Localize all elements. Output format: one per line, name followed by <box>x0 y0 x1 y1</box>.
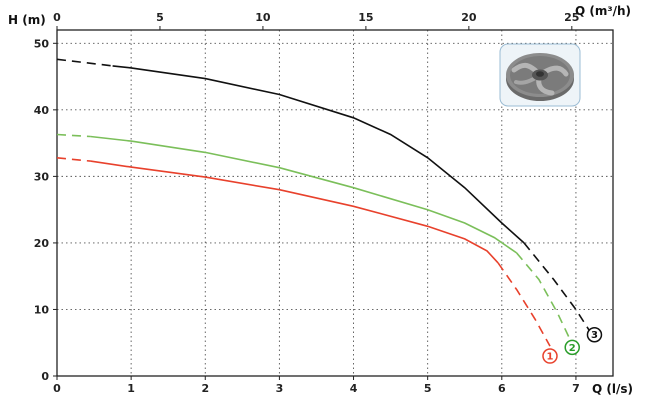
marker-label: 1 <box>547 352 554 363</box>
marker-label: 3 <box>591 330 598 341</box>
curve-3-dashed-start <box>56 58 113 67</box>
curve-2-dashed-end <box>515 252 571 340</box>
curve-3 <box>112 65 525 244</box>
marker-circle <box>542 348 558 364</box>
curve-markers: 1 2 3 <box>542 326 603 364</box>
marker-circle <box>564 339 580 356</box>
y-tick-label: 40 <box>34 104 50 117</box>
x-tick-label: 7 <box>572 382 580 395</box>
y-tick-label: 0 <box>41 370 49 383</box>
x2-tick-label: 15 <box>358 11 373 24</box>
curve-3-dashed-end <box>523 242 592 334</box>
x-tick-label: 3 <box>276 382 284 395</box>
curve-marker-1: 1 <box>542 348 558 364</box>
marker-circle <box>586 326 603 343</box>
x2-tick-label: 25 <box>564 11 579 24</box>
curve-1-dashed-end <box>497 262 551 347</box>
plot-frame <box>56 29 614 377</box>
x2-tick-label: 5 <box>156 11 164 24</box>
grid <box>57 30 613 376</box>
x-tick-label: 2 <box>201 382 209 395</box>
y-axis-title: H (m) <box>8 13 46 27</box>
curves <box>56 58 592 347</box>
x2-tick-label: 0 <box>53 11 61 24</box>
curve-1-dashed-start <box>56 157 91 162</box>
x2-axis-title: Q (m³/h) <box>575 4 631 18</box>
curve-2-dashed-start <box>56 133 91 138</box>
x-tick-label: 0 <box>53 382 61 395</box>
ticks: 0 1 2 3 4 5 6 7 0 5 10 15 20 25 0 10 20 30 40 50 <box>34 11 580 395</box>
y-tick-label: 10 <box>34 303 50 316</box>
x-tick-label: 1 <box>127 382 135 395</box>
x2-tick-label: 20 <box>461 11 477 24</box>
x-axis-title: Q (l/s) <box>592 382 633 396</box>
x-tick-label: 4 <box>350 382 358 395</box>
marker-label: 2 <box>569 343 576 354</box>
x2-tick-label: 10 <box>255 11 271 24</box>
x-tick-label: 5 <box>424 382 432 395</box>
curve-2 <box>90 135 518 254</box>
x-tick-label: 6 <box>498 382 506 395</box>
impeller-icon <box>499 43 581 107</box>
curve-1 <box>90 160 499 264</box>
curve-marker-2: 2 <box>564 339 580 356</box>
y-tick-label: 30 <box>34 170 50 183</box>
y-tick-label: 50 <box>34 37 50 50</box>
curve-marker-3: 3 <box>586 326 603 343</box>
y-tick-label: 20 <box>34 237 50 250</box>
